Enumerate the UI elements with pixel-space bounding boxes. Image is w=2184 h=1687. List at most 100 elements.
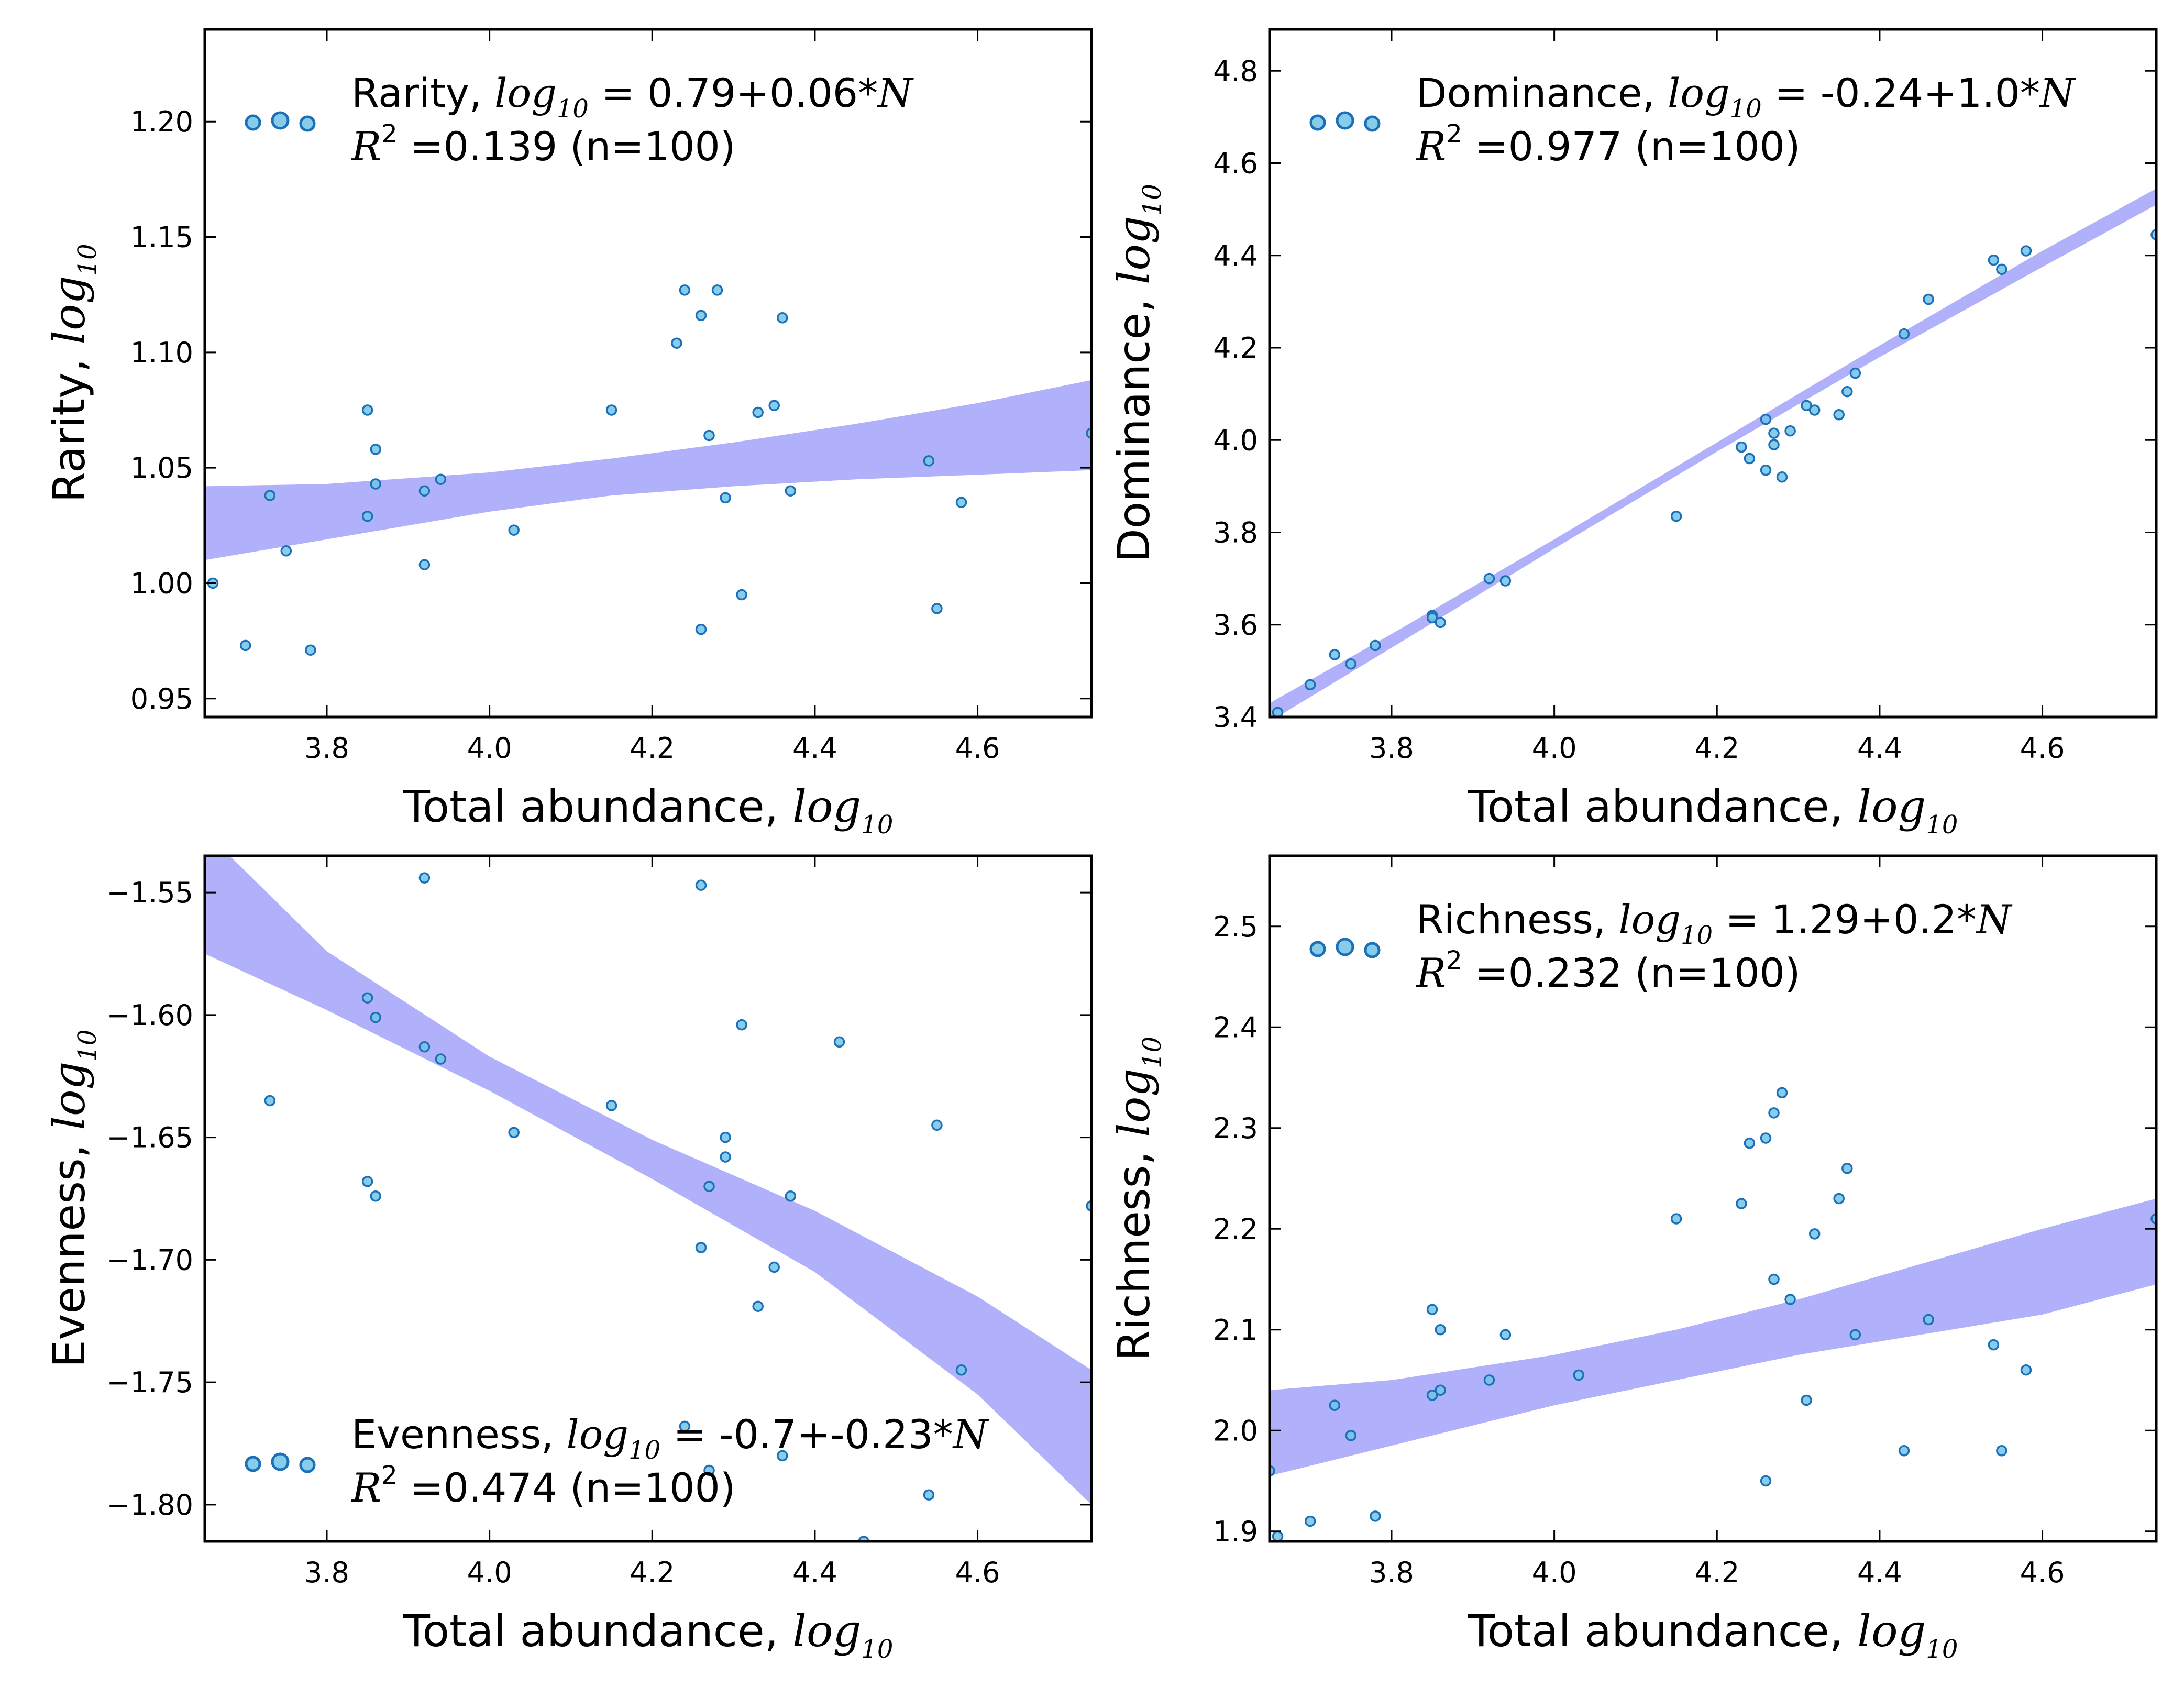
chart-2-point — [1833, 409, 1845, 421]
chart-1-point — [679, 284, 691, 296]
chart-3-ytick-label: −1.55 — [107, 876, 193, 909]
chart-4-point — [1898, 1445, 1910, 1457]
chart-2-frame — [1268, 28, 2158, 719]
chart-4-xlabel: Total abundance, log10 — [1468, 1605, 1958, 1664]
chart-4-plot-area — [1270, 1087, 2156, 1541]
chart-1-point — [239, 639, 251, 652]
chart-1-point — [695, 310, 707, 322]
chart-3-legend-equation: Evenness, log10 = -0.7+-0.23*N — [351, 1411, 989, 1465]
chart-3-xtick-label: 4.4 — [792, 1556, 837, 1589]
chart-3-point — [508, 1127, 520, 1139]
chart-2-point — [1736, 441, 1747, 453]
chart-1-legend-marker — [245, 114, 261, 131]
chart-2-point — [1768, 427, 1780, 439]
chart-3-point — [833, 1036, 845, 1048]
chart-1-point — [785, 485, 797, 497]
chart-2-point — [1988, 254, 2000, 266]
chart-4-xtick-label: 3.8 — [1369, 1556, 1414, 1589]
chart-2-plot-area — [1270, 189, 2156, 717]
chart-3-point — [703, 1464, 715, 1476]
chart-1-plot-area — [205, 284, 1091, 717]
chart-3-confidence-band — [205, 856, 1091, 1505]
chart-1-point — [752, 406, 764, 418]
chart-4-ytick-label: 2.1 — [1213, 1314, 1258, 1347]
chart-1-point — [418, 485, 431, 497]
chart-3-legend-r2: R2 =0.474 (n=100) — [350, 1461, 736, 1511]
chart-4-point — [1776, 1087, 1788, 1099]
chart-1-ytick-label: 0.95 — [130, 682, 193, 715]
chart-4-point — [1670, 1213, 1682, 1225]
chart-1-point — [418, 559, 431, 570]
chart-3-point — [931, 1119, 943, 1131]
chart-2-point — [1272, 707, 1284, 717]
chart-1-point — [711, 284, 723, 296]
chart-2-ytick-label: 4.6 — [1213, 147, 1258, 180]
chart-4-point — [1345, 1430, 1357, 1441]
chart-3-point — [777, 1450, 788, 1462]
chart-4-point — [1841, 1163, 1853, 1174]
chart-2-xlabel: Total abundance, log10 — [1468, 781, 1958, 840]
chart-2-ytick-label: 3.8 — [1213, 516, 1258, 549]
chart-2-legend-marker — [1336, 111, 1354, 130]
chart-3-ytick-label: −1.75 — [107, 1366, 193, 1399]
chart-2-point — [1898, 328, 1910, 340]
chart-1-legend-equation: Rarity, log10 = 0.79+0.06*N — [351, 70, 914, 124]
chart-1-legend: Rarity, log10 = 0.79+0.06*NR2 =0.139 (n=… — [245, 70, 914, 170]
chart-4-point — [1370, 1510, 1381, 1522]
chart-2-ytick-label: 3.6 — [1213, 609, 1258, 642]
chart-3-point — [695, 879, 707, 891]
chart-2-point — [1304, 679, 1316, 691]
chart-1-point — [768, 400, 780, 411]
chart-2-point — [1345, 658, 1357, 670]
chart-3-xtick-label: 4.2 — [630, 1556, 675, 1589]
chart-1-ytick-label: 1.00 — [130, 567, 193, 600]
chart-3-point — [418, 872, 431, 884]
chart-1-point — [605, 404, 617, 416]
chart-1-xtick-label: 3.8 — [304, 732, 349, 765]
chart-4-point — [1744, 1137, 1756, 1149]
chart-3-xtick-label: 4.0 — [467, 1556, 512, 1589]
chart-4-point — [2020, 1364, 2032, 1376]
chart-4-xtick-label: 4.2 — [1694, 1556, 1739, 1589]
chart-1-point — [703, 429, 715, 442]
chart-1-ytick-label: 1.10 — [130, 336, 193, 369]
chart-1-ytick-label: 1.20 — [130, 105, 193, 138]
chart-4-ytick-label: 2.3 — [1213, 1112, 1258, 1145]
chart-4-ytick-label: 1.9 — [1213, 1515, 1258, 1548]
chart-3: 3.8 4.0 4.2 4.4 4.6 −1.80 −1.75 −1.70 −1.65 −1.60… — [43, 854, 1093, 1664]
chart-1-ylabel: Rarity, log10 — [43, 244, 102, 502]
chart-3-frame — [203, 854, 1093, 1543]
chart-3-legend-marker — [245, 1456, 261, 1472]
chart-3-legend-marker — [299, 1457, 316, 1473]
chart-3-point — [703, 1181, 715, 1192]
chart-4-point — [1923, 1314, 1934, 1326]
chart-1-confidence-band — [205, 380, 1091, 560]
chart-2-point — [1760, 413, 1772, 425]
chart-1-xtick-label: 4.0 — [467, 732, 512, 765]
chart-3-point — [736, 1019, 747, 1031]
chart-1-point — [280, 545, 292, 557]
chart-2-ytick-label: 3.4 — [1213, 701, 1258, 734]
chart-2-ylabel: Dominance, log10 — [1108, 184, 1167, 563]
chart-3-ytick-label: −1.65 — [107, 1121, 193, 1154]
chart-4-point — [1426, 1304, 1438, 1315]
chart-3-ytick-label: −1.60 — [107, 999, 193, 1032]
chart-2-legend-equation: Dominance, log10 = -0.24+1.0*N — [1416, 70, 2076, 124]
chart-3-point — [768, 1261, 780, 1273]
chart-3-legend: Evenness, log10 = -0.7+-0.23*NR2 =0.474 … — [245, 1411, 989, 1511]
chart-2-legend: Dominance, log10 = -0.24+1.0*NR2 =0.977 … — [1309, 70, 2076, 170]
chart-2-xtick-label: 3.8 — [1369, 732, 1414, 765]
chart-4-point — [1426, 1390, 1438, 1401]
chart-1-ytick-label: 1.05 — [130, 451, 193, 484]
chart-1-point — [264, 490, 276, 501]
chart-2-xtick-label: 4.6 — [2020, 732, 2065, 765]
chart-2-legend-marker — [1309, 114, 1326, 131]
chart-1-legend-marker — [271, 111, 290, 130]
chart-4-point — [1801, 1394, 1812, 1406]
chart-3-xtick-label: 4.6 — [955, 1556, 1000, 1589]
chart-4-point — [1768, 1273, 1780, 1285]
chart-1-frame — [203, 28, 1093, 719]
chart-4-point — [1760, 1475, 1772, 1487]
chart-2-point — [1849, 367, 1861, 379]
